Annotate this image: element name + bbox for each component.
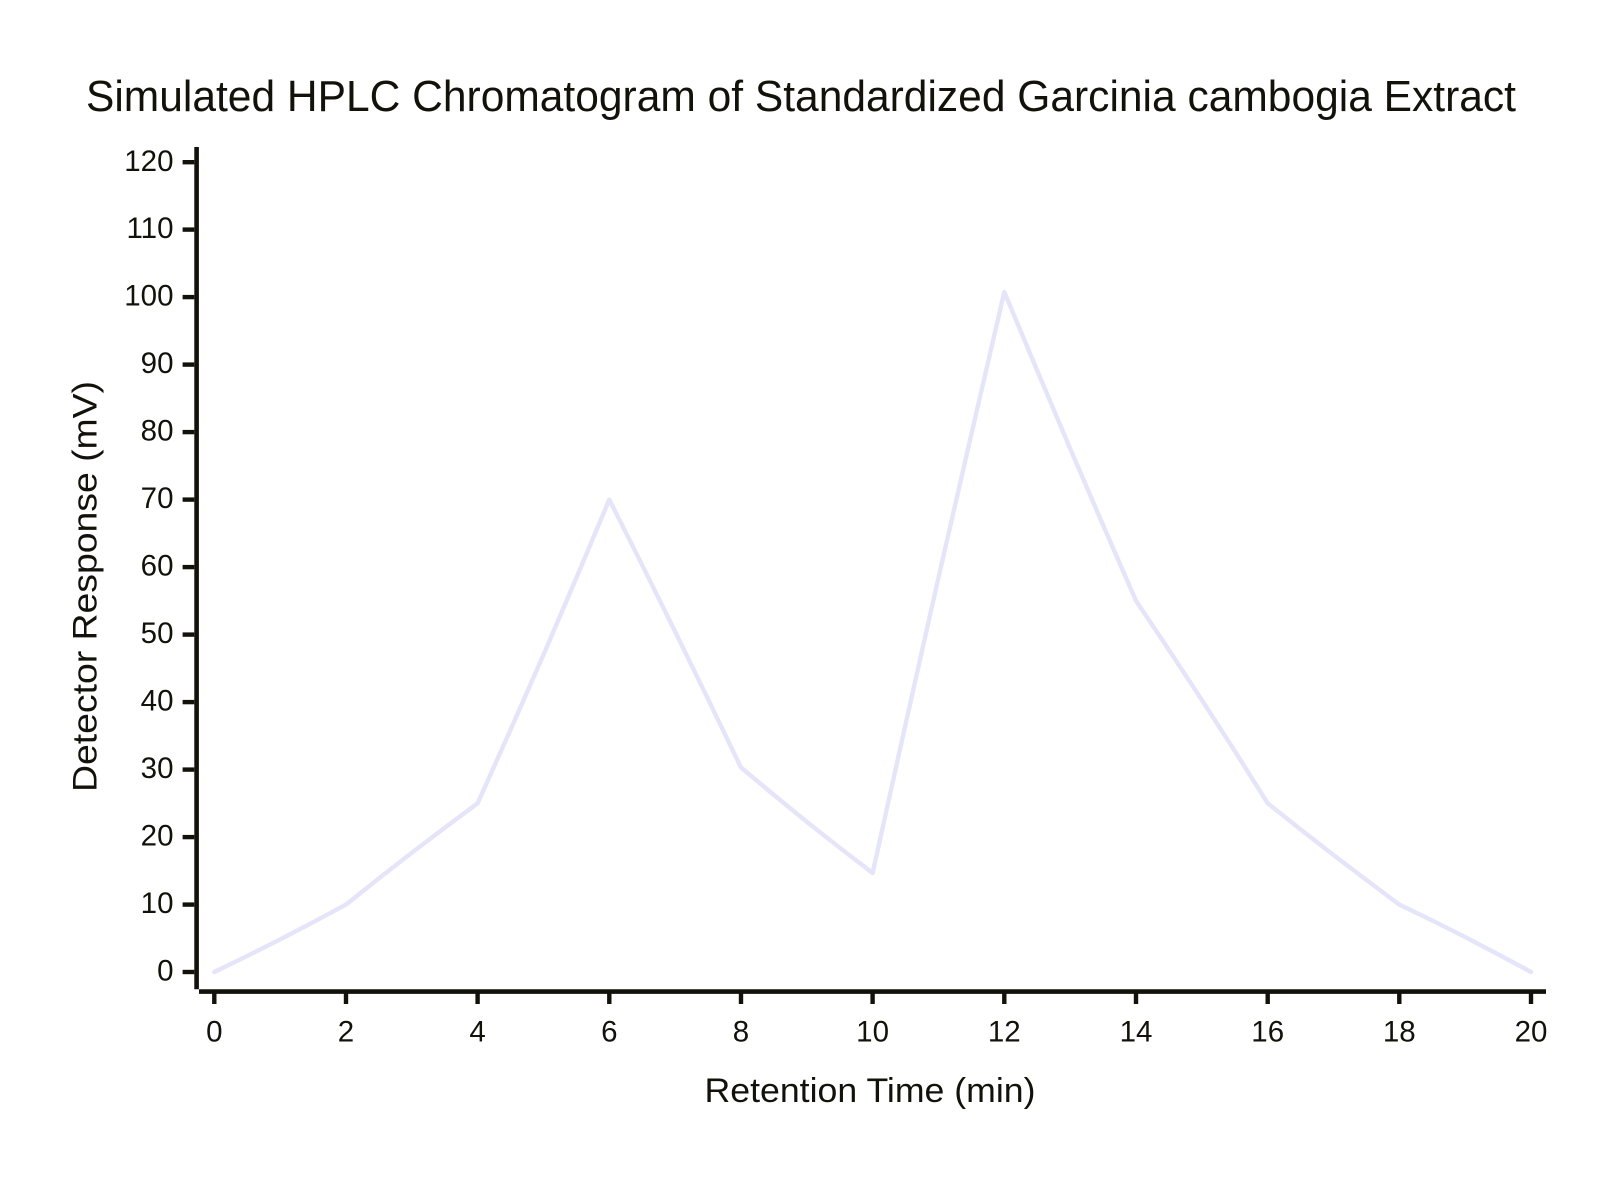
svg-text:20: 20: [1515, 1015, 1548, 1048]
svg-text:10: 10: [856, 1015, 889, 1048]
svg-text:80: 80: [141, 415, 174, 448]
svg-text:6: 6: [601, 1015, 617, 1048]
svg-text:16: 16: [1251, 1015, 1284, 1048]
svg-text:0: 0: [157, 955, 173, 988]
svg-text:Detector Response (mV): Detector Response (mV): [67, 381, 105, 792]
svg-text:20: 20: [141, 820, 174, 853]
svg-text:120: 120: [124, 145, 173, 178]
svg-text:10: 10: [141, 887, 174, 920]
svg-text:50: 50: [141, 617, 174, 650]
svg-text:110: 110: [126, 212, 173, 245]
svg-text:14: 14: [1120, 1015, 1153, 1048]
svg-text:8: 8: [733, 1015, 749, 1048]
svg-text:4: 4: [469, 1015, 485, 1048]
svg-text:Retention Time (min): Retention Time (min): [705, 1072, 1036, 1110]
svg-text:60: 60: [141, 550, 174, 583]
svg-text:30: 30: [141, 752, 174, 785]
svg-text:100: 100: [124, 280, 173, 313]
svg-text:40: 40: [141, 685, 174, 718]
svg-text:90: 90: [141, 347, 174, 380]
svg-text:12: 12: [988, 1015, 1021, 1048]
svg-text:0: 0: [206, 1015, 222, 1048]
svg-text:18: 18: [1383, 1015, 1416, 1048]
svg-text:70: 70: [141, 482, 174, 515]
svg-text:2: 2: [338, 1015, 354, 1048]
svg-text:Simulated HPLC Chromatogram of: Simulated HPLC Chromatogram of Standardi…: [86, 73, 1516, 121]
